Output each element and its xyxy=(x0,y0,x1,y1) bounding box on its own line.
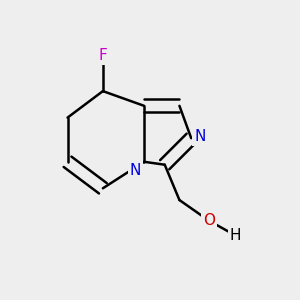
Text: O: O xyxy=(203,213,215,228)
Text: F: F xyxy=(98,48,107,63)
Text: N: N xyxy=(130,163,141,178)
Text: N: N xyxy=(194,129,206,144)
Text: H: H xyxy=(230,228,241,243)
